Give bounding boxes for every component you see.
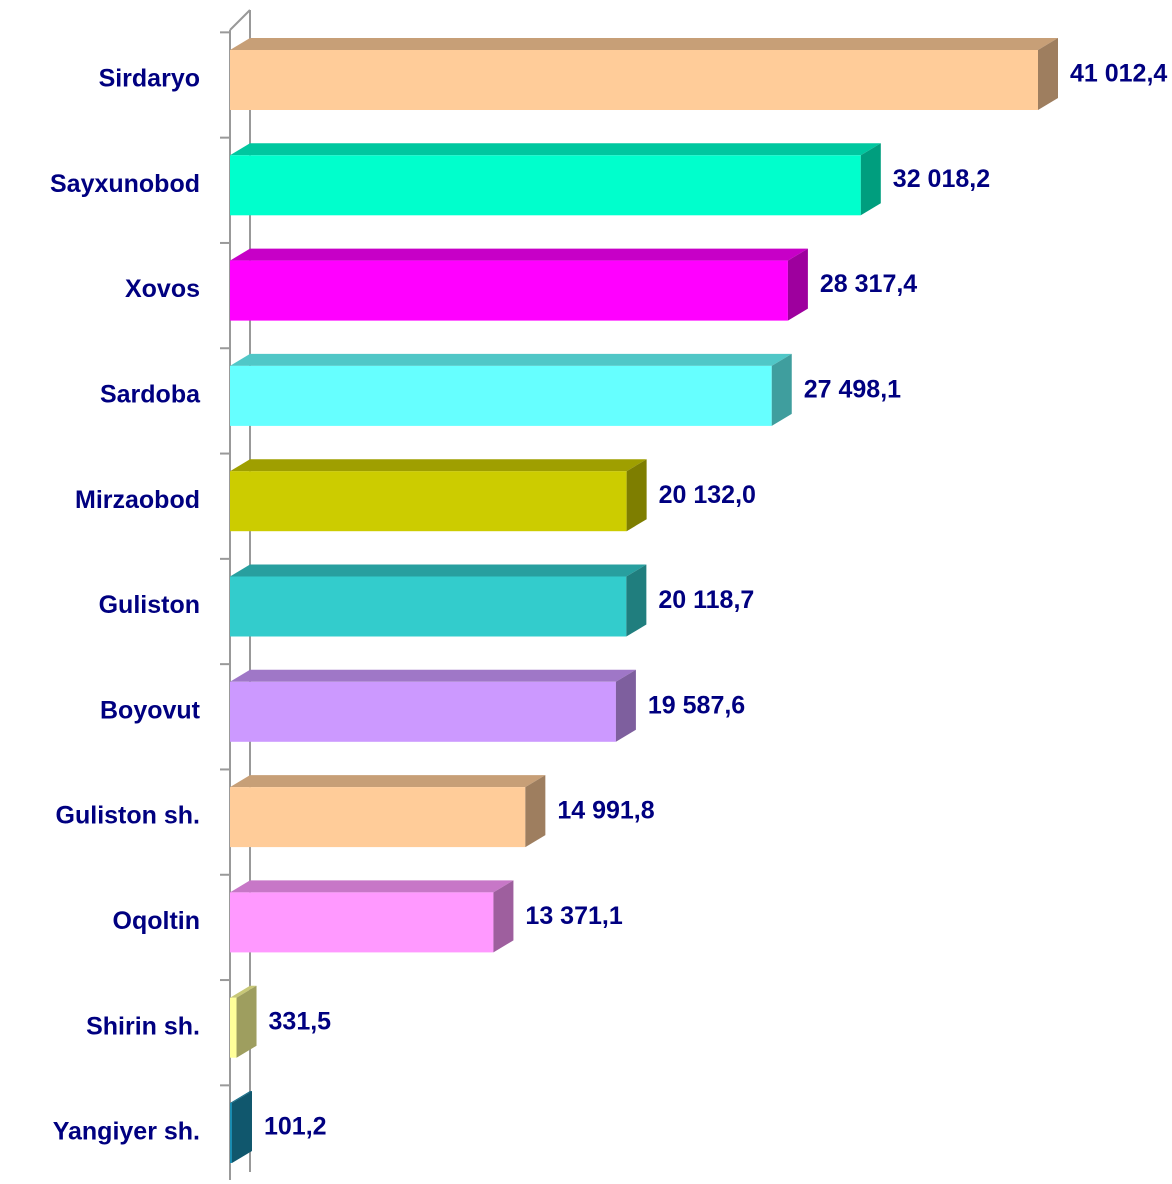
category-label: Guliston sh.: [56, 802, 200, 830]
bar: [230, 892, 494, 953]
bar-side: [771, 353, 792, 426]
bar-side: [231, 1091, 252, 1163]
category-label: Oqoltin: [113, 907, 200, 935]
category-label: Sardoba: [100, 381, 201, 409]
value-label: 27 498,1: [804, 376, 901, 404]
bar-top: [230, 880, 514, 893]
value-label: 41 012,4: [1070, 60, 1167, 88]
bar-top: [230, 353, 792, 366]
bar-top: [230, 564, 647, 577]
bar-side: [493, 880, 514, 953]
bar: [230, 471, 627, 532]
bar-top: [230, 459, 647, 472]
category-label: Mirzaobod: [75, 486, 200, 514]
bar: [230, 997, 237, 1058]
bar: [230, 260, 788, 321]
value-label: 20 132,0: [659, 481, 756, 509]
bar-side: [1038, 38, 1058, 110]
value-label: 331,5: [269, 1007, 332, 1035]
bar-top: [230, 775, 546, 788]
bar-top: [230, 1091, 252, 1103]
bar-top: [230, 143, 881, 156]
axis-line: [229, 9, 251, 31]
bar-side: [626, 564, 647, 637]
bar-top: [230, 38, 1058, 50]
value-label: 32 018,2: [893, 165, 990, 193]
category-label: Boyovut: [100, 696, 201, 724]
bar-side: [626, 459, 647, 532]
bar-top: [230, 248, 808, 261]
bar: [230, 155, 861, 216]
category-label: Shirin sh.: [86, 1012, 200, 1040]
category-label: Sirdaryo: [99, 65, 200, 93]
value-label: 13 371,1: [525, 902, 622, 930]
bar-side: [236, 985, 257, 1058]
value-label: 101,2: [264, 1113, 327, 1141]
bar-top: [230, 669, 636, 682]
category-label: Yangiyer sh.: [53, 1118, 200, 1146]
bar: [230, 50, 1038, 110]
value-label: 28 317,4: [820, 270, 917, 298]
category-label: Xovos: [125, 275, 200, 303]
bar-top: [230, 985, 257, 998]
bar: [230, 681, 616, 742]
value-label: 14 991,8: [557, 797, 654, 825]
category-label: Guliston: [99, 591, 200, 619]
bar-side: [860, 143, 881, 216]
bar-side: [787, 248, 808, 321]
bar: [230, 365, 772, 426]
bar-side: [615, 669, 636, 742]
value-label: 20 118,7: [658, 586, 754, 614]
category-label: Sayxunobod: [50, 170, 200, 198]
value-label: 19 587,6: [648, 691, 745, 719]
bar-side: [525, 775, 546, 848]
bar: [230, 1103, 232, 1163]
bar: [230, 787, 526, 848]
bar: [230, 576, 627, 637]
